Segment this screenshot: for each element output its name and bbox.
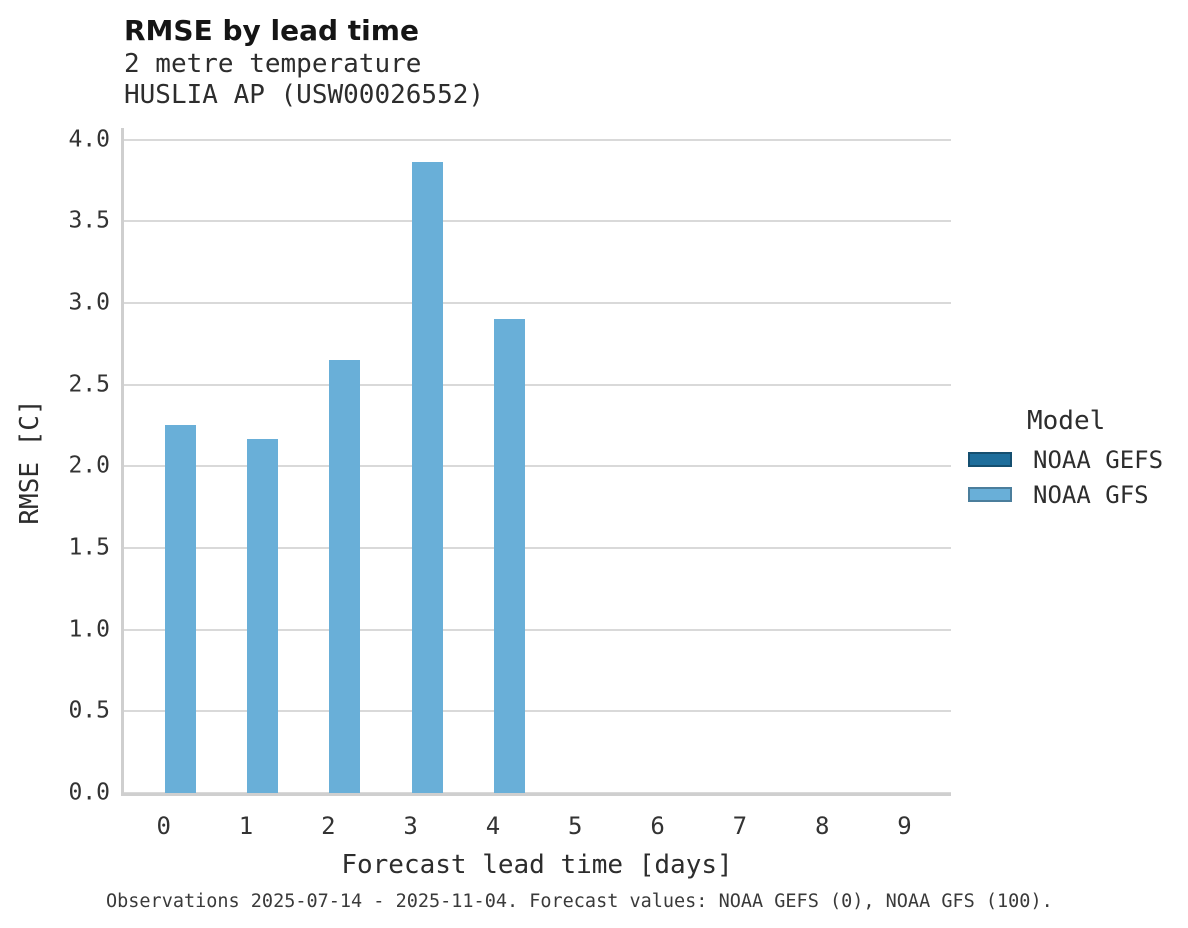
legend: Model NOAA GEFS NOAA GFS [968, 406, 1163, 512]
x-tick-label-7: 7 [732, 812, 748, 840]
x-tick-label-3: 3 [403, 812, 418, 840]
gridline-y-3.5 [123, 220, 951, 223]
bar-noaa-gfs-lead-0 [164, 425, 196, 793]
y-tick-label: 4.0 [68, 126, 110, 153]
chart-title: RMSE by lead time [124, 14, 419, 47]
x-tick-label-6: 6 [650, 812, 665, 840]
legend-label-noaa-gfs: NOAA GFS [1033, 480, 1149, 509]
legend-swatch-noaa-gefs [968, 452, 1012, 467]
gridline-y-2.0 [123, 465, 951, 468]
gridline-y-3.0 [123, 301, 951, 304]
bar-noaa-gfs-lead-3 [411, 162, 443, 793]
gridline-y-1.0 [123, 628, 951, 631]
x-tick-label-9: 9 [897, 812, 912, 840]
x-axis-line [121, 793, 951, 796]
bar-noaa-gfs-lead-2 [329, 360, 361, 793]
x-tick-label-1: 1 [238, 812, 254, 840]
y-axis-line [121, 128, 124, 796]
bar-noaa-gfs-lead-1 [247, 438, 278, 793]
chart-subtitle-station: HUSLIA AP (USW00026552) [124, 80, 485, 110]
y-tick-label: 3.0 [68, 289, 110, 316]
x-tick-label-4: 4 [485, 812, 501, 840]
y-tick-label: 0.0 [68, 779, 110, 806]
legend-items: NOAA GEFS NOAA GFS [968, 442, 1163, 512]
legend-item-noaa-gefs: NOAA GEFS [968, 442, 1163, 477]
gridline-y-0.5 [123, 710, 951, 713]
x-tick-label-0: 0 [156, 812, 171, 840]
y-tick-label: 1.0 [68, 616, 110, 643]
chart-subtitle-variable: 2 metre temperature [124, 49, 422, 79]
y-tick-label: 3.5 [68, 207, 110, 234]
x-axis-title: Forecast lead time [days] [341, 850, 733, 880]
bar-noaa-gfs-lead-4 [493, 319, 525, 793]
y-tick-label: 2.0 [68, 452, 110, 479]
y-tick-label: 2.5 [68, 371, 110, 398]
x-tick-label-5: 5 [568, 812, 583, 840]
legend-label-noaa-gefs: NOAA GEFS [1033, 445, 1164, 474]
legend-swatch-noaa-gfs [968, 487, 1012, 502]
x-tick-label-8: 8 [814, 812, 830, 840]
gridline-y-4.0 [123, 138, 951, 141]
legend-item-noaa-gfs: NOAA GFS [968, 477, 1163, 512]
y-tick-label: 1.5 [68, 534, 110, 561]
legend-title: Model [1027, 406, 1106, 436]
gridline-y-2.5 [123, 383, 951, 386]
caption: Observations 2025-07-14 - 2025-11-04. Fo… [106, 891, 1053, 912]
gridline-y-1.5 [123, 546, 951, 549]
y-tick-label: 0.5 [68, 697, 110, 724]
x-tick-label-2: 2 [321, 812, 336, 840]
